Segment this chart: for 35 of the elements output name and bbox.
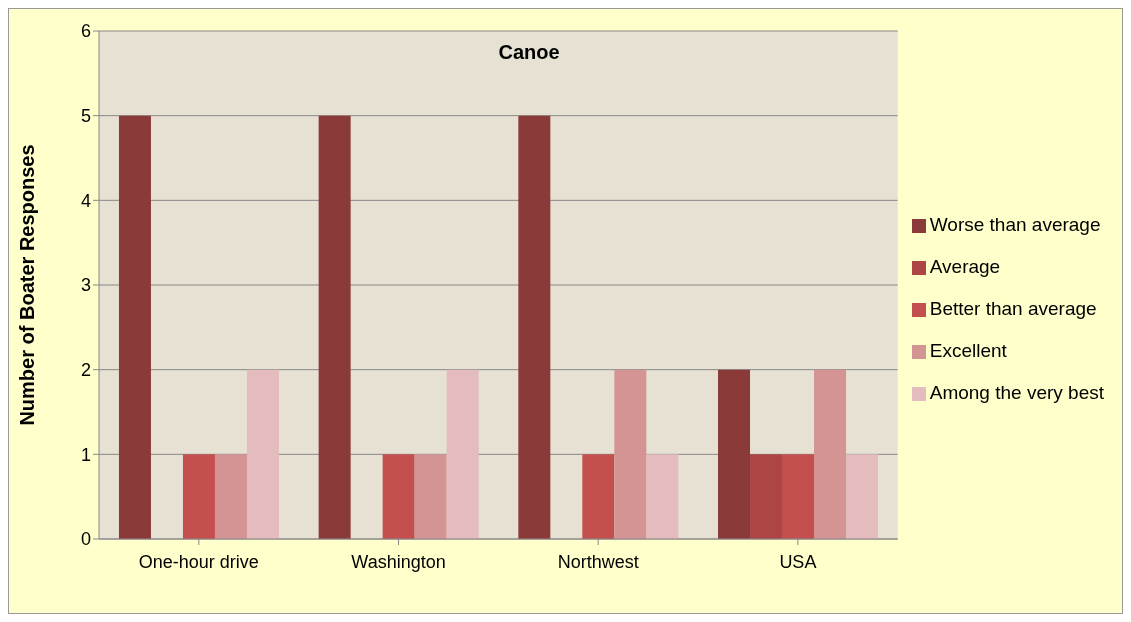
- x-tick-label: One-hour drive: [138, 551, 259, 572]
- legend-label: Better than average: [929, 298, 1097, 319]
- legend-label: Excellent: [929, 340, 1007, 361]
- y-tick-label: 0: [80, 529, 91, 550]
- y-tick-label: 1: [80, 444, 91, 465]
- x-tick-label: Washington: [351, 551, 446, 572]
- bar: [118, 115, 151, 539]
- bar: [582, 454, 615, 539]
- bar: [718, 369, 751, 539]
- bar: [214, 454, 247, 539]
- y-tick-label: 2: [80, 360, 91, 381]
- y-tick-label: 5: [80, 106, 91, 127]
- bar: [246, 369, 279, 539]
- bar: [518, 115, 551, 539]
- bar: [182, 454, 215, 539]
- y-tick-label: 3: [80, 275, 91, 296]
- y-tick-label: 4: [80, 190, 91, 211]
- legend-label: Average: [929, 256, 1001, 277]
- x-tick-label: Northwest: [557, 551, 639, 572]
- bar: [382, 454, 415, 539]
- y-axis-title: Number of Boater Responses: [16, 144, 39, 426]
- x-tick-label: USA: [779, 551, 817, 572]
- legend-label: Among the very best: [929, 382, 1104, 403]
- y-tick-label: 6: [80, 21, 91, 42]
- bar: [318, 115, 351, 539]
- text: Canoe: [497, 41, 561, 64]
- bar: [846, 454, 879, 539]
- bar: [414, 454, 447, 539]
- bar: [646, 454, 679, 539]
- legend-label: Worse than average: [929, 214, 1101, 235]
- bar: [614, 369, 647, 539]
- bar: [446, 369, 479, 539]
- bar: [814, 369, 847, 539]
- bar: [782, 454, 815, 539]
- bar: [750, 454, 783, 539]
